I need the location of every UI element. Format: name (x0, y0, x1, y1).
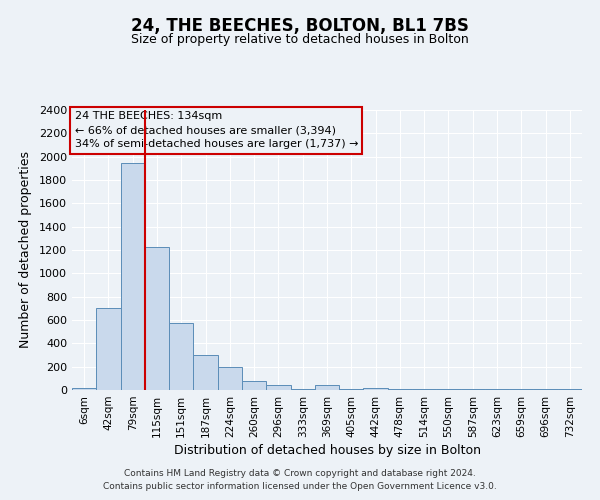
Text: Contains public sector information licensed under the Open Government Licence v3: Contains public sector information licen… (103, 482, 497, 491)
Bar (266, 385, 290, 390)
Bar (169, 323, 193, 390)
Bar (218, 366, 242, 390)
Bar (72, 388, 96, 390)
Y-axis label: Number of detached properties: Number of detached properties (19, 152, 32, 348)
Bar (242, 380, 266, 390)
Bar (96, 308, 121, 390)
Bar (193, 355, 218, 390)
Bar (145, 246, 169, 390)
Bar (121, 162, 145, 390)
Text: Contains HM Land Registry data © Crown copyright and database right 2024.: Contains HM Land Registry data © Crown c… (124, 468, 476, 477)
Text: 24, THE BEECHES, BOLTON, BL1 7BS: 24, THE BEECHES, BOLTON, BL1 7BS (131, 18, 469, 36)
X-axis label: Distribution of detached houses by size in Bolton: Distribution of detached houses by size … (173, 444, 481, 457)
Bar (315, 386, 339, 390)
Bar (364, 388, 388, 390)
Text: 24 THE BEECHES: 134sqm
← 66% of detached houses are smaller (3,394)
34% of semi-: 24 THE BEECHES: 134sqm ← 66% of detached… (74, 112, 358, 150)
Text: Size of property relative to detached houses in Bolton: Size of property relative to detached ho… (131, 32, 469, 46)
